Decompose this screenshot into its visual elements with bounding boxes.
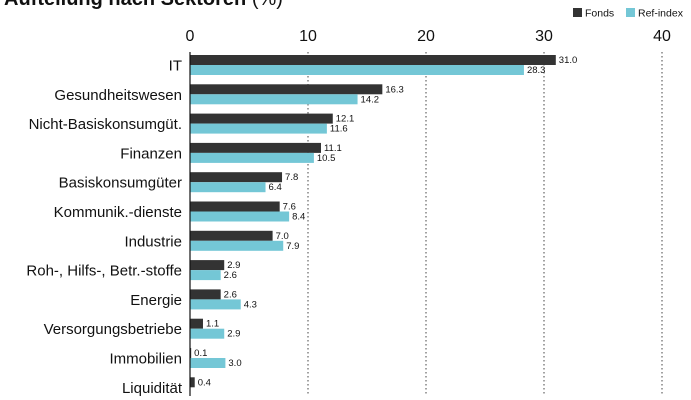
value-label-fonds: 7.8 bbox=[285, 172, 298, 183]
x-tick-label: 0 bbox=[186, 28, 195, 45]
category-label: Basiskonsumgüter bbox=[59, 175, 182, 192]
legend-label-ref-index: Ref-index bbox=[638, 8, 684, 20]
value-label-ref-index: 6.4 bbox=[269, 182, 282, 193]
category-label: Immobilien bbox=[109, 351, 182, 368]
x-tick-label: 10 bbox=[299, 28, 317, 45]
bar-fonds bbox=[190, 142, 321, 153]
value-label-ref-index: 7.9 bbox=[286, 241, 299, 252]
chart-title-unit: (%) bbox=[252, 0, 283, 10]
bar-ref-index bbox=[190, 358, 226, 368]
value-label-ref-index: 28.3 bbox=[527, 65, 546, 76]
value-label-ref-index: 2.6 bbox=[224, 270, 237, 281]
value-label-fonds: 0.4 bbox=[198, 377, 211, 388]
value-label-ref-index: 4.3 bbox=[244, 299, 257, 310]
legend-swatch-fonds bbox=[573, 8, 582, 17]
value-labels: 31.028.316.314.212.111.611.110.57.86.47.… bbox=[194, 55, 577, 388]
category-label: IT bbox=[169, 58, 182, 75]
bar-ref-index bbox=[190, 328, 225, 339]
bar-fonds bbox=[190, 55, 556, 65]
value-label-fonds: 7.0 bbox=[276, 231, 289, 242]
bar-fonds bbox=[190, 201, 280, 212]
bar-ref-index bbox=[190, 65, 524, 75]
x-axis-ticks: 0 10 20 30 40 bbox=[186, 28, 671, 45]
bar-fonds bbox=[190, 318, 203, 329]
gridlines bbox=[307, 52, 663, 396]
bar-fonds bbox=[190, 84, 383, 95]
value-label-fonds: 11.1 bbox=[324, 143, 342, 154]
bar-fonds bbox=[190, 377, 195, 388]
bar-ref-index bbox=[190, 94, 358, 105]
bar-ref-index bbox=[190, 182, 266, 193]
bar-fonds bbox=[190, 260, 225, 271]
value-label-fonds: 1.1 bbox=[206, 319, 219, 330]
legend-label-fonds: Fonds bbox=[585, 8, 614, 20]
x-tick-label: 30 bbox=[535, 28, 553, 45]
category-labels: IT Gesundheitswesen Nicht-Basiskonsumgüt. F… bbox=[26, 58, 182, 397]
chart-title-text: Aufteilung nach Sektoren bbox=[4, 0, 246, 10]
category-label: Finanzen bbox=[120, 145, 182, 162]
value-label-ref-index: 10.5 bbox=[317, 153, 336, 164]
value-label-fonds: 16.3 bbox=[385, 84, 404, 95]
bar-fonds bbox=[190, 230, 273, 241]
legend-swatch-ref-index bbox=[626, 8, 635, 17]
bar-ref-index bbox=[190, 123, 327, 134]
category-label: Energie bbox=[130, 292, 182, 309]
value-label-ref-index: 2.9 bbox=[227, 329, 240, 340]
value-label-fonds: 2.6 bbox=[224, 289, 237, 300]
bar-fonds bbox=[190, 289, 221, 300]
bar-ref-index bbox=[190, 240, 284, 251]
x-tick-label: 20 bbox=[417, 28, 435, 45]
category-label: Industrie bbox=[124, 233, 182, 250]
value-label-fonds: 0.1 bbox=[194, 348, 207, 359]
category-label: Nicht-Basiskonsumgüt. bbox=[29, 116, 182, 133]
value-label-fonds: 7.6 bbox=[283, 202, 296, 213]
x-tick-label: 40 bbox=[653, 28, 671, 45]
value-label-fonds: 12.1 bbox=[336, 114, 355, 125]
bar-fonds bbox=[190, 172, 283, 183]
category-label: Roh-, Hilfs-, Betr.-stoffe bbox=[26, 263, 182, 280]
category-label: Gesundheitswesen bbox=[54, 87, 182, 104]
bars bbox=[190, 55, 556, 388]
bar-ref-index bbox=[190, 270, 221, 281]
value-label-fonds: 2.9 bbox=[227, 260, 240, 271]
bar-ref-index bbox=[190, 152, 314, 163]
bar-ref-index bbox=[190, 211, 290, 222]
category-label: Liquidität bbox=[122, 380, 183, 397]
value-label-fonds: 31.0 bbox=[559, 55, 578, 66]
value-label-ref-index: 8.4 bbox=[292, 212, 305, 223]
category-label: Versorgungsbetriebe bbox=[44, 321, 182, 338]
bar-fonds bbox=[190, 113, 333, 124]
chart-title: Aufteilung nach Sektoren (%) bbox=[4, 0, 283, 11]
bar-ref-index bbox=[190, 299, 241, 310]
legend: Fonds Ref-index bbox=[573, 8, 684, 20]
value-label-ref-index: 14.2 bbox=[361, 94, 380, 105]
category-label: Kommunik.-dienste bbox=[54, 204, 182, 221]
value-label-ref-index: 3.0 bbox=[228, 358, 241, 369]
value-label-ref-index: 11.6 bbox=[330, 124, 348, 135]
